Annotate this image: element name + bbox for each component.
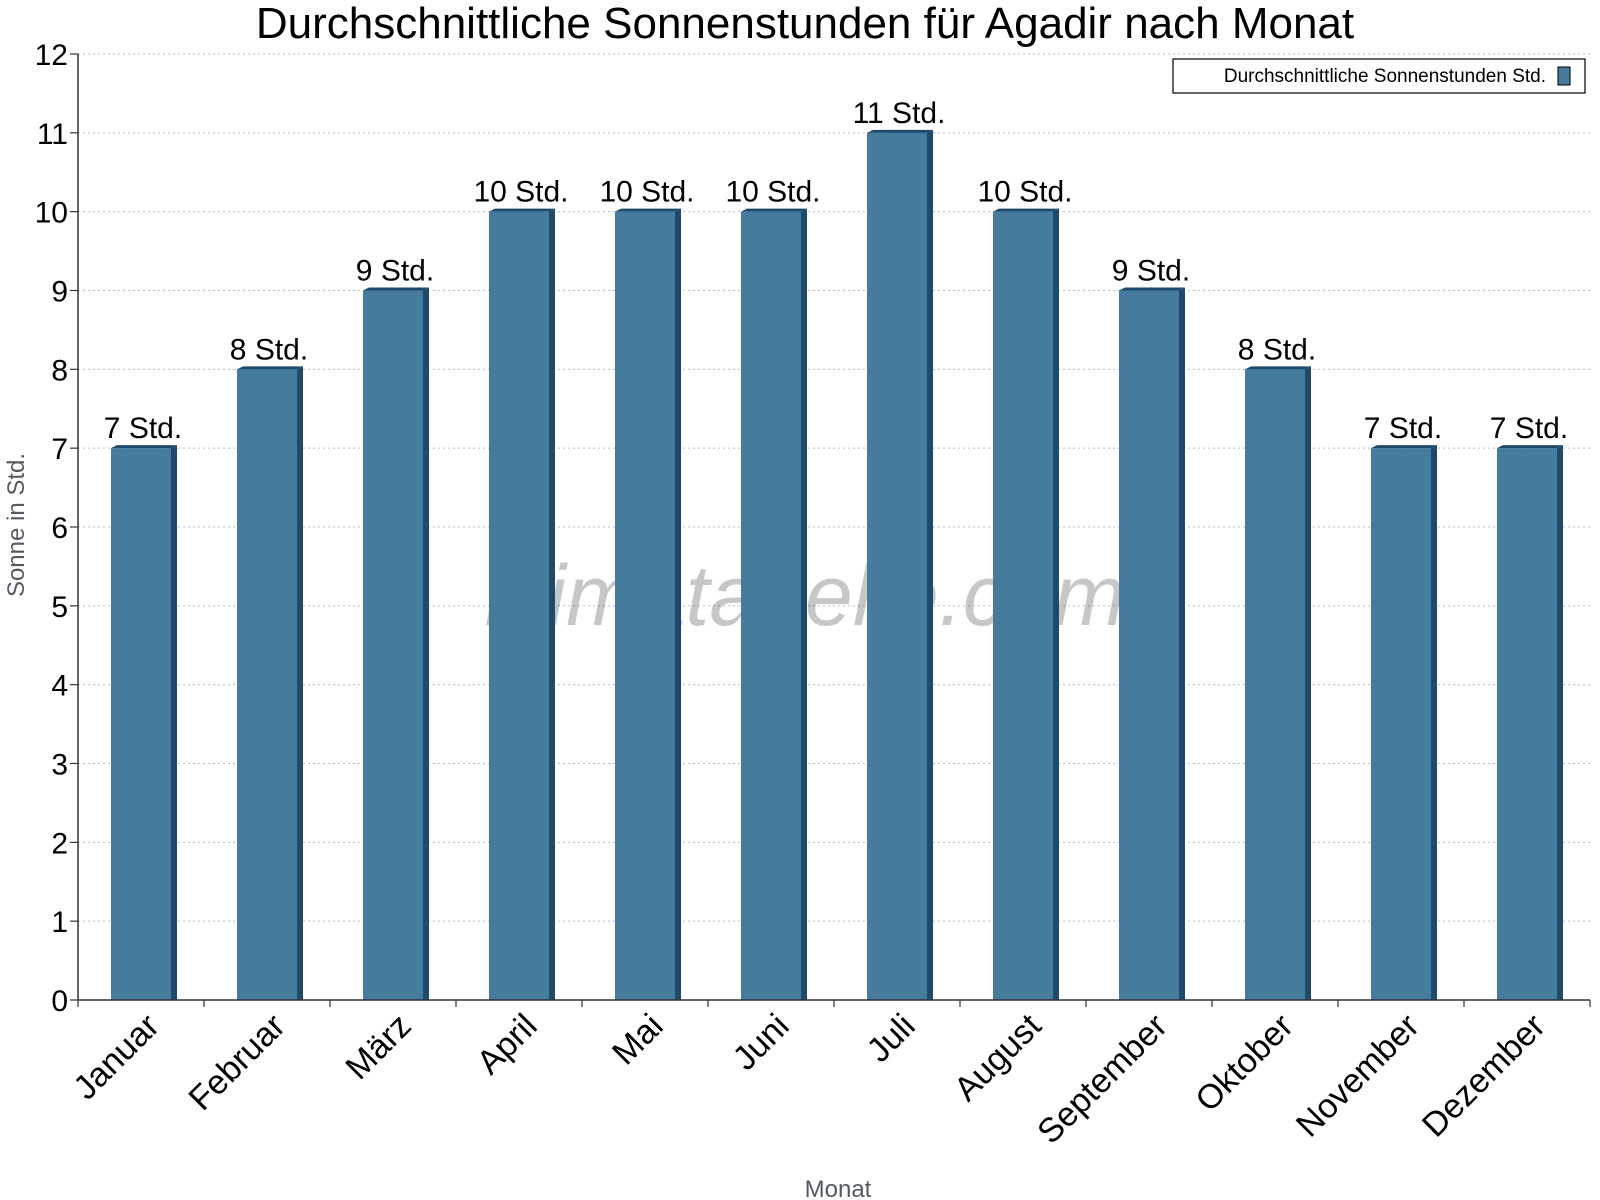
bar-series — [111, 129, 1563, 1001]
data-label: 9 Std. — [356, 255, 434, 288]
bar-side — [1053, 208, 1059, 1000]
legend: Durchschnittliche Sonnenstunden Std. — [1172, 58, 1586, 94]
bar-top — [111, 445, 177, 449]
y-tick-label: 10 — [35, 197, 68, 230]
y-tick-label: 2 — [51, 827, 68, 860]
bar-top — [867, 129, 933, 133]
bar-top — [489, 208, 555, 212]
data-label: 9 Std. — [1112, 255, 1190, 288]
gridlines — [78, 53, 1590, 922]
bar — [489, 211, 549, 1000]
data-label: 7 Std. — [1364, 412, 1442, 445]
y-tick-label: 7 — [51, 433, 68, 466]
data-label: 10 Std. — [725, 176, 820, 209]
bar — [1497, 448, 1557, 1001]
x-tick-label: September — [1030, 1007, 1174, 1151]
bar — [363, 290, 423, 1000]
data-label: 8 Std. — [230, 333, 308, 366]
data-label: 8 Std. — [1238, 333, 1316, 366]
x-tick-label: Juli — [860, 1007, 923, 1070]
bar — [1119, 290, 1179, 1000]
x-tick-label: August — [947, 1006, 1049, 1108]
bar — [1371, 448, 1431, 1001]
axes — [70, 53, 1591, 1007]
bar-side — [171, 445, 177, 1001]
data-label: 10 Std. — [599, 176, 694, 209]
x-tick-label: März — [338, 1007, 418, 1087]
x-tick-label: Oktober — [1188, 1007, 1300, 1119]
bar-top — [1245, 366, 1311, 370]
bar-side — [675, 208, 681, 1000]
chart-title: Durchschnittliche Sonnenstunden für Agad… — [256, 0, 1354, 48]
x-tick-label: Juni — [726, 1007, 797, 1078]
y-axis-label: Sonne in Std. — [3, 453, 30, 597]
legend-box — [1172, 58, 1586, 94]
x-tick-labels: Januar Februar März April Mai Juni Juli AugustS… — [66, 1006, 1552, 1151]
bar — [111, 448, 171, 1001]
data-label: 10 Std. — [473, 176, 568, 209]
bar-side — [1179, 287, 1185, 1000]
y-tick-label: 0 — [51, 985, 68, 1018]
x-tick-label: November — [1289, 1007, 1427, 1145]
bar-side — [927, 129, 933, 1001]
bar-top — [1497, 445, 1563, 449]
y-tick-label: 1 — [51, 906, 68, 939]
y-tick-label: 11 — [37, 118, 68, 151]
bar-top — [237, 366, 303, 370]
data-label: 11 Std. — [853, 97, 946, 130]
legend-swatch — [1557, 66, 1571, 86]
bar-top — [363, 287, 429, 291]
data-labels: 7 Std. 8 Std. 9 Std. 10 Std. 10 Std. 10 Std. 1… — [104, 97, 1568, 445]
bar-side — [423, 287, 429, 1000]
bar-side — [801, 208, 807, 1000]
x-tick-label: Dezember — [1415, 1007, 1553, 1145]
bar — [741, 211, 801, 1000]
x-tick-label: April — [470, 1007, 545, 1082]
bar — [993, 211, 1053, 1000]
bar-side — [297, 366, 303, 1000]
x-axis-label: Monat — [805, 1176, 872, 1200]
y-tick-label: 4 — [51, 670, 68, 703]
bar-top — [993, 208, 1059, 212]
bar-top — [615, 208, 681, 212]
bar-top — [1119, 287, 1185, 291]
legend-label: Durchschnittliche Sonnenstunden Std. — [1224, 66, 1546, 87]
x-tick-label: Mai — [605, 1007, 671, 1073]
x-tick-label: Februar — [182, 1007, 293, 1118]
bar — [867, 132, 927, 1001]
bar-top — [741, 208, 807, 212]
bar-side — [1431, 445, 1437, 1001]
bar-side — [1305, 366, 1311, 1000]
bar — [1245, 369, 1305, 1000]
bar-side — [549, 208, 555, 1000]
y-tick-label: 12 — [35, 39, 68, 72]
x-tick-label: Januar — [66, 1007, 166, 1107]
data-label: 7 Std. — [104, 412, 182, 445]
bar — [615, 211, 675, 1000]
y-tick-label: 3 — [51, 749, 68, 782]
y-tick-label: 8 — [51, 354, 68, 387]
data-label: 7 Std. — [1490, 412, 1568, 445]
bar — [237, 369, 297, 1000]
y-tick-label: 5 — [51, 591, 68, 624]
y-tick-label: 9 — [51, 276, 68, 309]
bar-side — [1557, 445, 1563, 1001]
bar-top — [1371, 445, 1437, 449]
data-label: 10 Std. — [977, 176, 1072, 209]
y-tick-label: 6 — [51, 512, 68, 545]
